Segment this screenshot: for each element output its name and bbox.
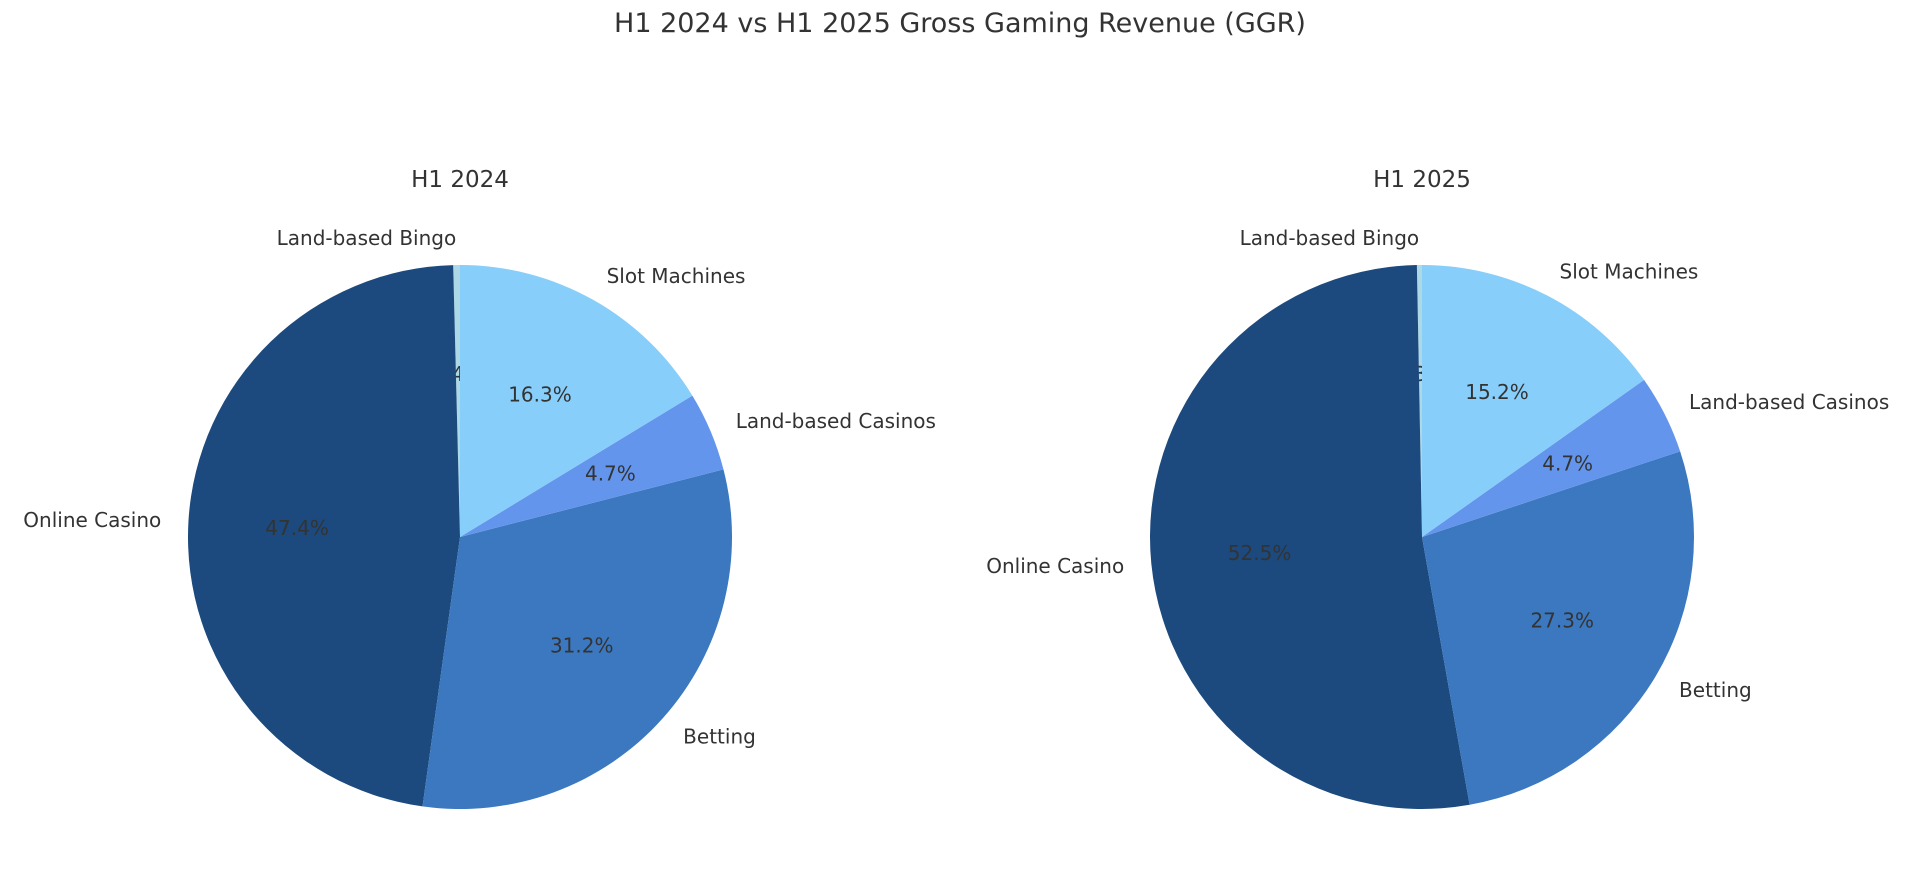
pie-slice-h1-2024-betting <box>422 469 732 809</box>
figure-title: H1 2024 vs H1 2025 Gross Gaming Revenue … <box>614 8 1306 39</box>
pie-slice-h1-2024-land-based-bingo <box>453 265 460 537</box>
pie-slice-h1-2025-land-based-casinos <box>1422 379 1681 537</box>
pie-title-h1-2024: H1 2024 <box>411 167 509 193</box>
pie-slice-h1-2024-land-based-casinos <box>460 395 724 537</box>
pct-label-h1-2025-slot-machines: 15.2% <box>1465 380 1529 404</box>
pie-slice-h1-2025-slot-machines <box>1422 265 1645 537</box>
pct-label-h1-2025-online-casino: 52.5% <box>1228 541 1292 565</box>
pct-label-h1-2024-slot-machines: 16.3% <box>508 383 572 407</box>
category-label-h1-2024-betting: Betting <box>683 724 756 748</box>
category-label-h1-2024-land-based-casinos: Land-based Casinos <box>736 409 936 433</box>
pie-slice-h1-2025-land-based-bingo <box>1416 265 1422 537</box>
pie-slice-h1-2024-slot-machines <box>460 265 693 537</box>
pie-slice-h1-2025-betting <box>1422 451 1695 805</box>
pct-label-h1-2024-betting: 31.2% <box>550 634 614 658</box>
category-label-h1-2024-land-based-bingo: Land-based Bingo <box>277 226 457 250</box>
pie-h1-2024: H1 2024 0.4%Land-based Bingo47.4%Online … <box>23 167 936 809</box>
category-label-h1-2025-land-based-bingo: Land-based Bingo <box>1240 226 1420 250</box>
pie-h1-2025: H1 2025 0.3%Land-based Bingo52.5%Online … <box>986 167 1889 809</box>
category-label-h1-2025-slot-machines: Slot Machines <box>1560 259 1699 283</box>
pie-title-h1-2025: H1 2025 <box>1373 167 1471 193</box>
category-label-h1-2024-slot-machines: Slot Machines <box>607 264 746 288</box>
category-label-h1-2025-online-casino: Online Casino <box>986 554 1124 578</box>
pie-slice-h1-2025-online-casino <box>1150 265 1470 809</box>
category-label-h1-2025-land-based-casinos: Land-based Casinos <box>1689 390 1889 414</box>
pct-label-h1-2025-land-based-casinos: 4.7% <box>1542 451 1593 475</box>
pct-label-h1-2024-online-casino: 47.4% <box>265 516 329 540</box>
category-label-h1-2024-online-casino: Online Casino <box>23 508 161 532</box>
pie-slice-h1-2024-online-casino <box>187 265 461 807</box>
category-label-h1-2025-betting: Betting <box>1679 678 1752 702</box>
pct-label-h1-2024-land-based-casinos: 4.7% <box>585 462 636 486</box>
pct-label-h1-2025-betting: 27.3% <box>1530 609 1594 633</box>
